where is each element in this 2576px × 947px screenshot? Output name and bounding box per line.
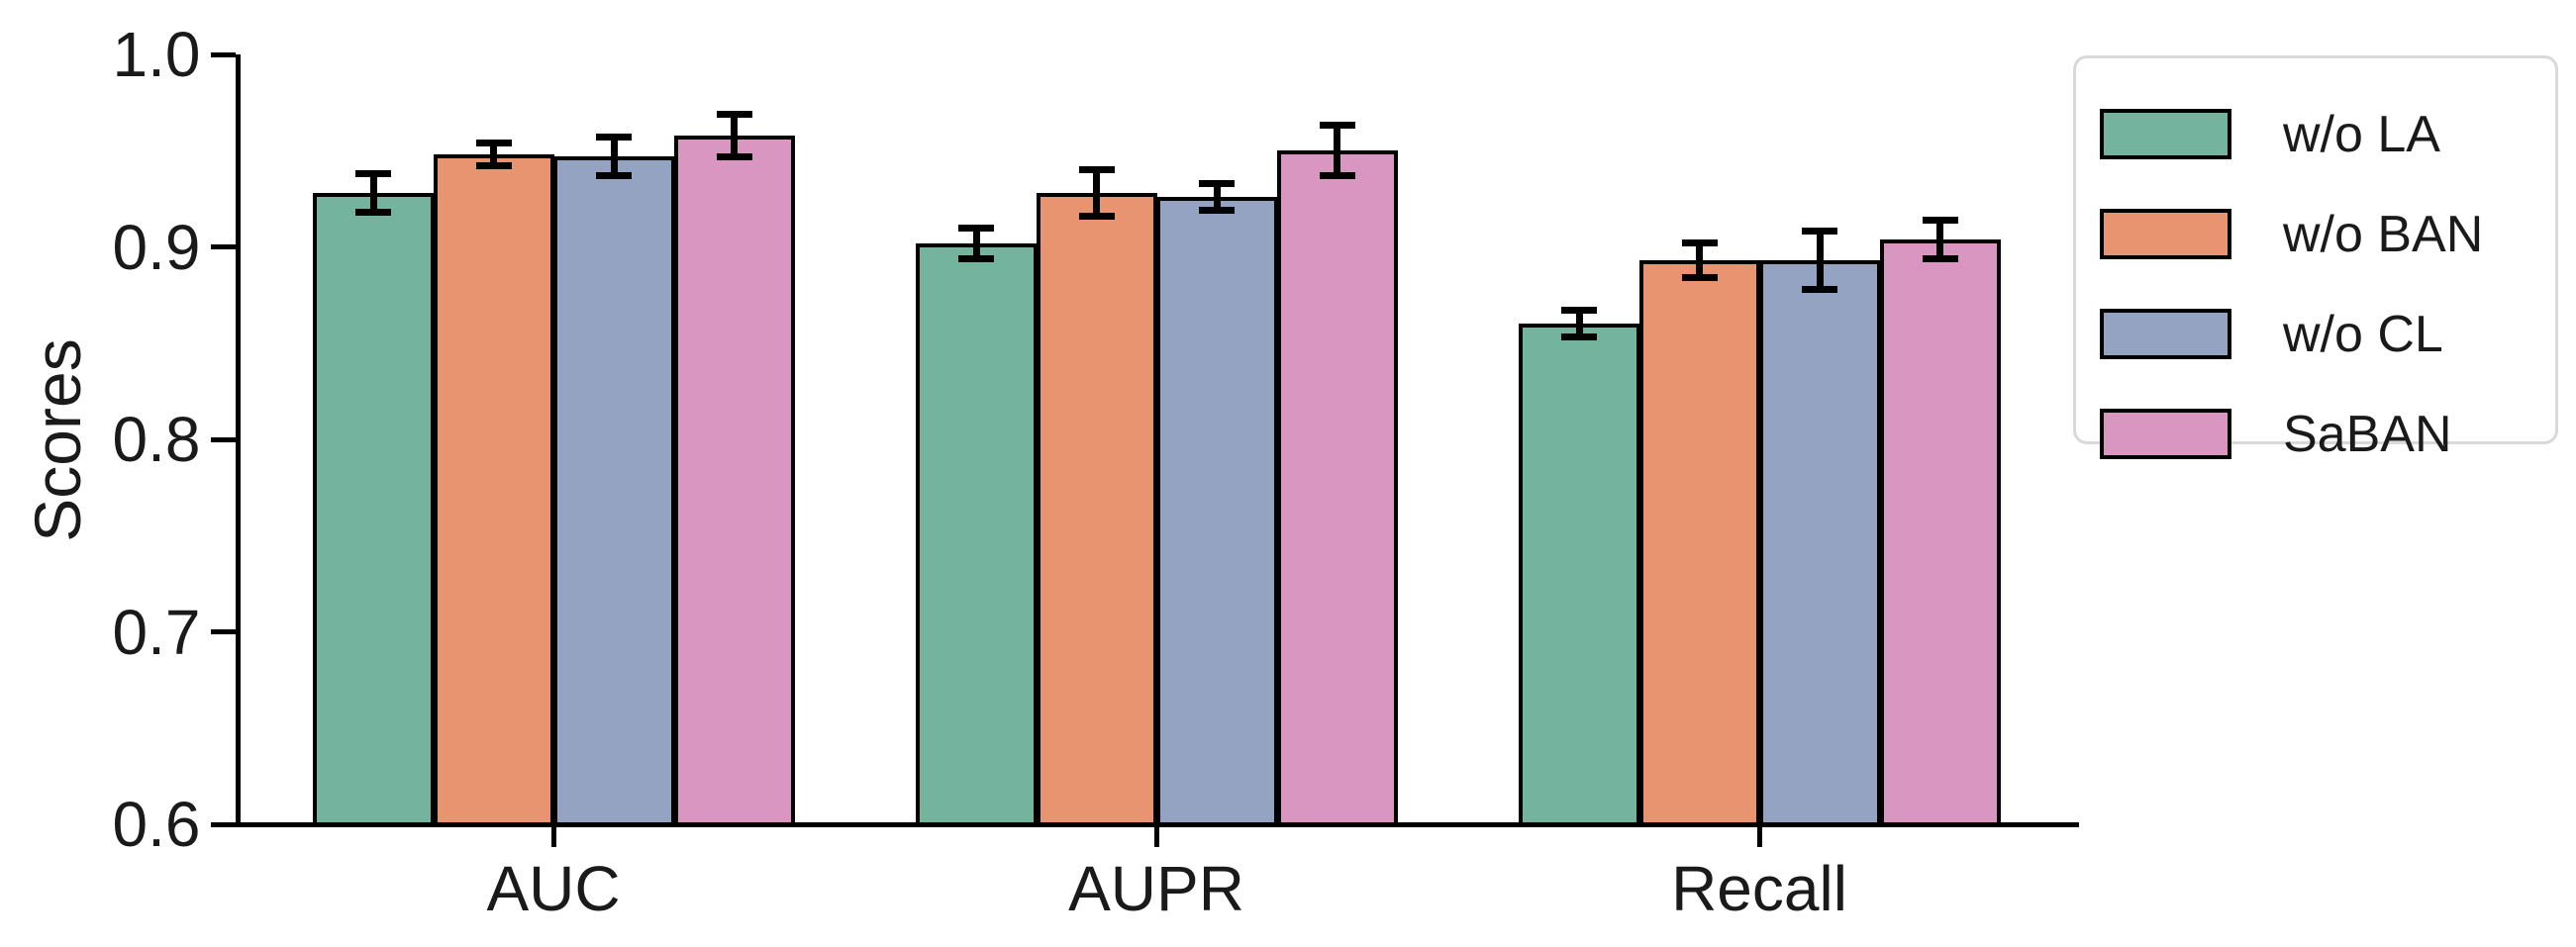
legend-swatch — [2100, 109, 2231, 159]
bar — [916, 242, 1038, 826]
y-axis-line — [235, 54, 241, 827]
y-tick-label: 1.0 — [112, 19, 201, 90]
y-tick-mark — [210, 821, 236, 827]
y-tick-mark — [210, 244, 236, 249]
legend-swatch — [2100, 409, 2231, 459]
error-bar-cap-bottom — [1199, 207, 1236, 215]
error-bar-cap-top — [596, 134, 633, 142]
legend-item: w/o CL — [2100, 284, 2555, 384]
error-bar — [1936, 220, 1944, 259]
bar — [1519, 324, 1640, 826]
error-bar-cap-bottom — [596, 172, 633, 180]
y-tick-label: 0.6 — [112, 789, 201, 860]
legend-swatch — [2100, 309, 2231, 359]
legend-swatch — [2100, 209, 2231, 259]
y-tick-mark — [210, 51, 236, 57]
x-tick-mark — [1756, 826, 1762, 847]
y-tick-label: 0.7 — [112, 596, 201, 668]
legend-label: w/o CL — [2283, 305, 2443, 363]
legend-label: SaBAN — [2283, 405, 2452, 463]
error-bar-cap-bottom — [1802, 285, 1838, 293]
error-bar-cap-top — [475, 139, 512, 146]
error-bar-cap-top — [1922, 216, 1958, 224]
error-bar — [490, 142, 498, 166]
legend-label: w/o BAN — [2283, 205, 2484, 263]
bar — [313, 193, 435, 826]
error-bar — [1213, 183, 1221, 211]
bar — [553, 156, 675, 826]
error-bar-cap-bottom — [1078, 212, 1115, 220]
error-bar-cap-top — [1078, 166, 1115, 174]
error-bar-cap-top — [958, 224, 995, 232]
bar — [1036, 193, 1157, 826]
error-bar — [1696, 242, 1704, 278]
y-tick-label: 0.8 — [112, 404, 201, 475]
error-bar-cap-top — [1199, 179, 1236, 187]
error-bar-cap-top — [716, 110, 752, 118]
error-bar — [1816, 231, 1824, 290]
bar — [1759, 260, 1881, 826]
legend-label: w/o LA — [2283, 105, 2440, 163]
error-bar-cap-bottom — [1561, 333, 1598, 341]
error-bar — [1093, 169, 1101, 217]
error-bar-cap-bottom — [355, 208, 392, 216]
x-tick-label: AUPR — [1068, 853, 1244, 924]
y-tick-mark — [210, 436, 236, 442]
legend: w/o LA w/o BAN w/o CL SaBAN — [2073, 55, 2558, 463]
y-tick-label: 0.9 — [112, 211, 201, 283]
bar — [1879, 238, 2001, 826]
bar — [1156, 196, 1278, 826]
bar — [1638, 260, 1760, 826]
x-tick-label: AUC — [486, 853, 621, 924]
error-bar — [1575, 310, 1583, 337]
error-bar — [610, 137, 618, 176]
error-bar — [972, 228, 980, 259]
error-bar-cap-top — [1802, 228, 1838, 236]
legend-item: SaBAN — [2100, 384, 2555, 484]
x-tick-mark — [1153, 826, 1159, 847]
bar — [1276, 150, 1398, 826]
legend-item: w/o BAN — [2100, 184, 2555, 284]
error-bar-cap-bottom — [475, 162, 512, 170]
error-bar-cap-top — [355, 170, 392, 178]
error-bar — [369, 173, 377, 213]
bar — [433, 154, 554, 826]
error-bar-cap-bottom — [1922, 254, 1958, 262]
legend-item: w/o LA — [2100, 84, 2555, 184]
error-bar-cap-top — [1681, 239, 1718, 247]
y-tick-mark — [210, 629, 236, 634]
error-bar — [1334, 125, 1341, 176]
error-bar-cap-bottom — [1681, 274, 1718, 282]
error-bar-cap-top — [1561, 307, 1598, 315]
x-tick-label: Recall — [1671, 853, 1847, 924]
error-bar-cap-bottom — [1319, 172, 1355, 180]
error-bar-cap-top — [1319, 122, 1355, 130]
error-bar — [731, 114, 739, 157]
x-tick-mark — [550, 826, 556, 847]
bar — [673, 135, 795, 826]
error-bar-cap-bottom — [958, 254, 995, 262]
error-bar-cap-bottom — [716, 152, 752, 160]
